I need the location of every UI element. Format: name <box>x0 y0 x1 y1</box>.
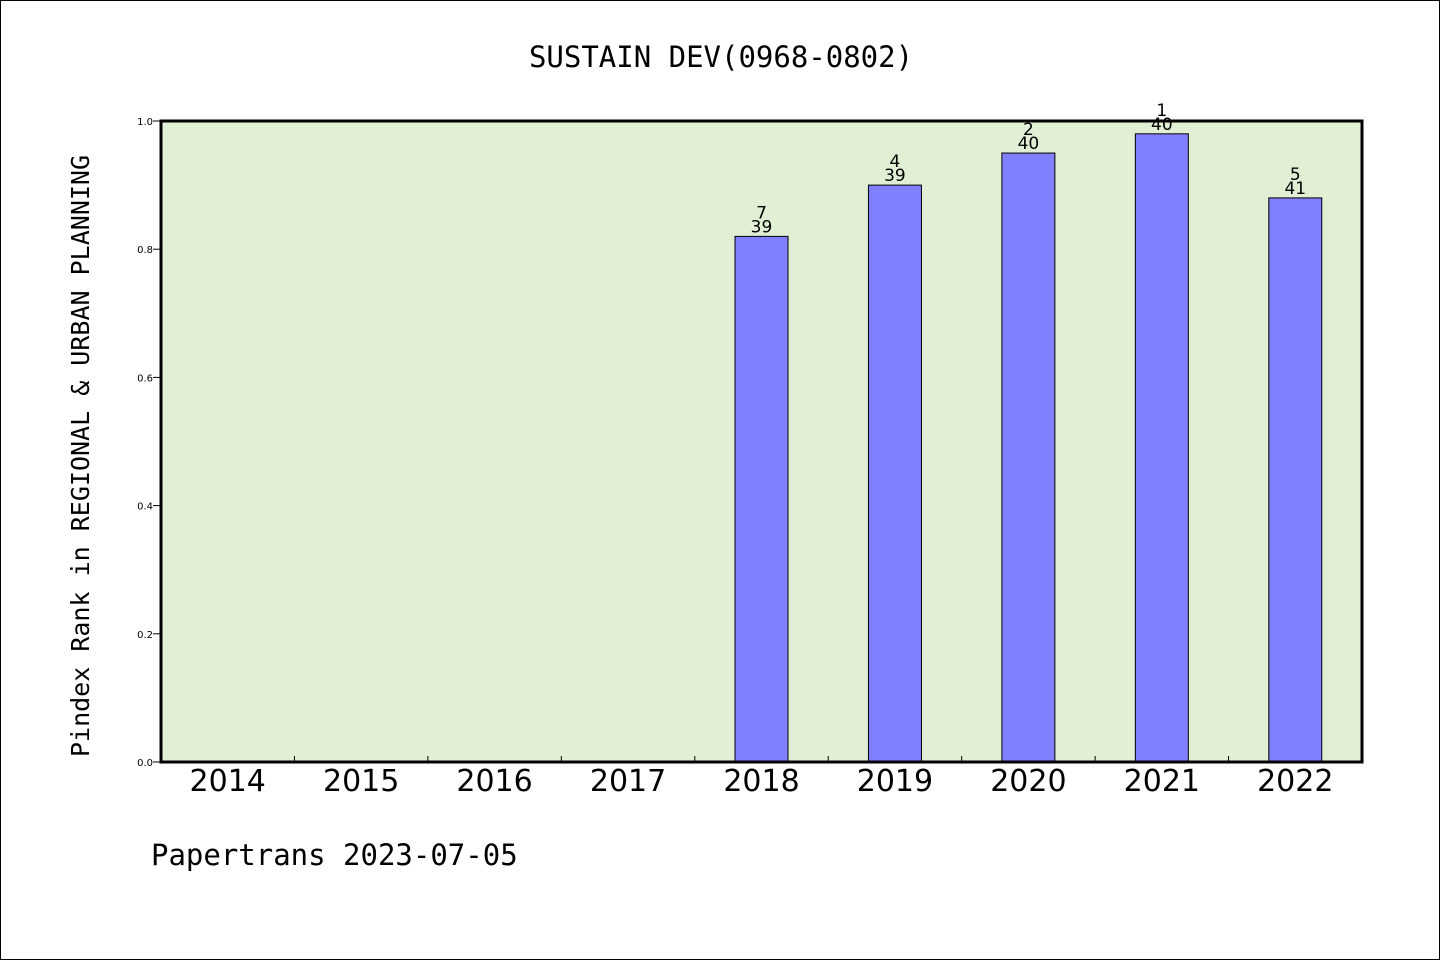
y-tick-label: 0.8 <box>137 245 153 256</box>
y-tick-label: 0.0 <box>137 758 153 769</box>
x-tick-label: 2022 <box>1257 764 1333 799</box>
bar-total-label: 41 <box>1284 179 1306 199</box>
x-tick-label: 2021 <box>1124 764 1200 799</box>
y-tick-label: 0.6 <box>137 373 153 384</box>
bar-total-label: 40 <box>1151 115 1173 135</box>
bar-rank-label: 1 <box>1156 101 1167 121</box>
x-tick-label: 2019 <box>857 764 933 799</box>
x-tick-label: 2020 <box>990 764 1066 799</box>
bar-total-label: 39 <box>751 217 773 237</box>
bar <box>1001 152 1056 763</box>
x-tick-label: 2015 <box>323 764 399 799</box>
y-axis-label: Pindex Rank in REGIONAL & URBAN PLANNING <box>66 155 95 757</box>
footer-text: Papertrans 2023-07-05 <box>151 838 518 872</box>
bar-total-label: 39 <box>884 166 906 186</box>
y-tick-label: 0.2 <box>137 630 153 641</box>
x-tick-label: 2018 <box>723 764 799 799</box>
y-tick-label: 1.0 <box>137 117 153 128</box>
x-tick-label: 2016 <box>456 764 532 799</box>
bar-total-label: 40 <box>1018 134 1040 154</box>
bars-group <box>734 133 1323 763</box>
bar <box>734 235 789 763</box>
y-tick-label: 0.4 <box>137 502 153 513</box>
x-tick-label: 2014 <box>190 764 266 799</box>
bar <box>867 184 922 763</box>
bar-rank-label: 5 <box>1290 165 1301 185</box>
plot-border <box>159 119 1364 764</box>
bar <box>1134 133 1189 763</box>
bar-rank-label: 4 <box>890 152 901 172</box>
bar-rank-label: 2 <box>1023 120 1034 140</box>
bar <box>1268 197 1323 763</box>
bar-rank-label: 7 <box>756 203 767 223</box>
chart-title: SUSTAIN DEV(0968-0802) <box>529 40 913 74</box>
x-tick-label: 2017 <box>590 764 666 799</box>
